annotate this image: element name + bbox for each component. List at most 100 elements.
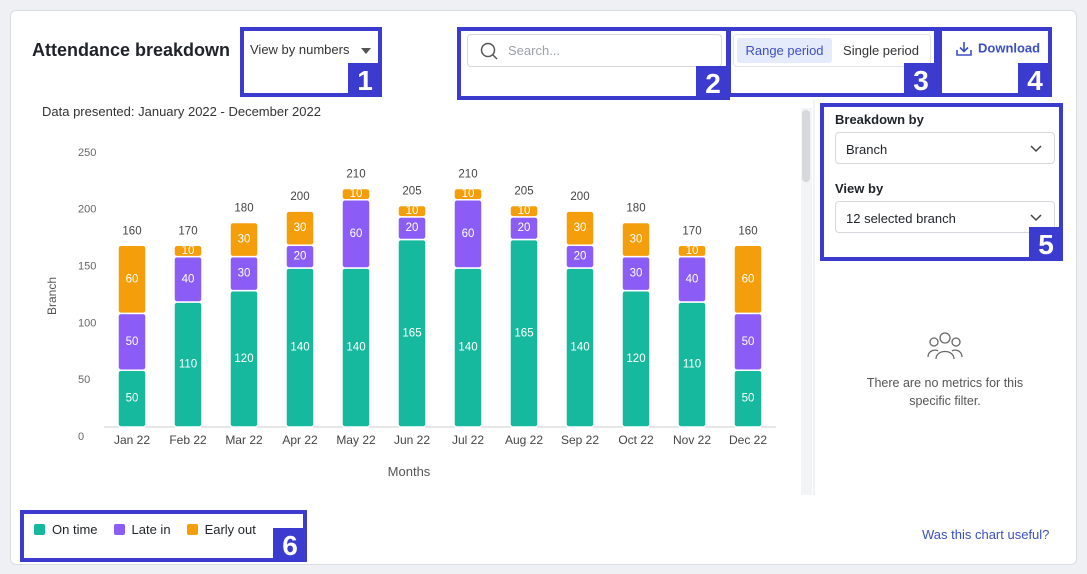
tab-single[interactable]: Single period bbox=[843, 43, 919, 58]
bar-segment bbox=[173, 244, 203, 258]
segment-label: 30 bbox=[574, 222, 587, 234]
segment-label: 140 bbox=[458, 342, 477, 354]
caret bbox=[361, 47, 372, 54]
x-tick-label: Aug 22 bbox=[505, 433, 543, 447]
segment-label: 30 bbox=[238, 268, 251, 280]
segment-label: 30 bbox=[630, 268, 643, 280]
callout-number: 4 bbox=[1018, 63, 1052, 97]
chevron bbox=[1030, 214, 1042, 222]
bar-segment bbox=[621, 221, 651, 258]
segment-label: 140 bbox=[570, 342, 589, 354]
total-label: 205 bbox=[514, 186, 533, 198]
chevron bbox=[1030, 145, 1042, 153]
period-tabs: Range period Single period bbox=[733, 34, 931, 67]
segment-label: 140 bbox=[290, 342, 309, 354]
breakdown-dropdown[interactable]: Branch bbox=[835, 132, 1055, 164]
total-label: 210 bbox=[458, 168, 477, 180]
segment-label: 20 bbox=[294, 251, 307, 263]
total-label: 180 bbox=[626, 203, 645, 215]
callout-box: 2 bbox=[457, 27, 730, 100]
y-tick-label: 200 bbox=[78, 204, 96, 216]
x-tick-label: Oct 22 bbox=[618, 433, 654, 447]
x-tick-label: Nov 22 bbox=[673, 433, 711, 447]
segment-label: 10 bbox=[182, 245, 195, 257]
bar-segment bbox=[733, 244, 763, 315]
total-label: 160 bbox=[122, 225, 141, 237]
segment-label: 10 bbox=[406, 205, 419, 217]
view-select-text: View by numbers bbox=[250, 42, 350, 57]
breakdown-label: Breakdown by bbox=[835, 112, 924, 127]
segment-label: 165 bbox=[514, 327, 533, 339]
bar-segment bbox=[565, 210, 595, 246]
segment-label: 10 bbox=[686, 245, 699, 257]
segment-label: 50 bbox=[742, 393, 755, 405]
segment-label: 120 bbox=[234, 353, 253, 365]
x-axis-label: Months bbox=[388, 464, 431, 479]
breakdown-value: Branch bbox=[846, 142, 888, 157]
segment-label: 140 bbox=[346, 342, 365, 354]
x-tick-label: Dec 22 bbox=[729, 433, 767, 447]
segment-label: 10 bbox=[350, 188, 363, 200]
segment-label: 50 bbox=[126, 336, 139, 348]
download-button[interactable]: Download bbox=[955, 40, 1040, 58]
bar-segment bbox=[509, 204, 539, 218]
segment-label: 60 bbox=[126, 273, 139, 285]
legend-text: Early out bbox=[204, 522, 256, 537]
x-tick-label: Feb 22 bbox=[169, 433, 207, 447]
view-value: 12 selected branch bbox=[846, 211, 956, 226]
callout-number: 1 bbox=[348, 63, 382, 97]
feedback-link[interactable]: Was this chart useful? bbox=[922, 527, 1050, 542]
callout-box: 3 bbox=[727, 27, 938, 97]
download-icon bbox=[956, 42, 972, 56]
callout-number: 3 bbox=[904, 63, 938, 97]
x-tick-label: May 22 bbox=[336, 433, 376, 447]
x-tick-label: Apr 22 bbox=[282, 433, 318, 447]
x-tick-label: Jun 22 bbox=[394, 433, 430, 447]
y-tick-label: 100 bbox=[78, 317, 96, 329]
total-label: 180 bbox=[234, 203, 253, 215]
segment-label: 30 bbox=[238, 234, 251, 246]
segment-label: 40 bbox=[182, 273, 195, 285]
callout-box: 6 bbox=[20, 510, 307, 562]
segment-label: 20 bbox=[574, 251, 587, 263]
search-input[interactable]: Search... bbox=[467, 34, 722, 67]
y-tick-label: 250 bbox=[78, 147, 96, 159]
legend-item: Early out bbox=[186, 522, 256, 537]
bar-segment bbox=[229, 221, 259, 258]
view-select[interactable]: View by numbers bbox=[250, 42, 372, 57]
legend-text: Late in bbox=[131, 522, 171, 537]
segment-label: 120 bbox=[626, 353, 645, 365]
title: Attendance breakdown bbox=[32, 40, 231, 60]
legend-swatch bbox=[34, 524, 45, 535]
scrollbar[interactable] bbox=[802, 110, 810, 182]
view-label: View by bbox=[835, 181, 884, 196]
bar-segment bbox=[397, 204, 427, 218]
total-label: 160 bbox=[738, 225, 757, 237]
bar-segment bbox=[677, 244, 707, 258]
callout-box: 5 bbox=[820, 103, 1063, 261]
x-tick-label: Jan 22 bbox=[114, 433, 150, 447]
legend-item: Late in bbox=[113, 522, 171, 537]
callout-box: 1 bbox=[240, 27, 382, 97]
segment-label: 10 bbox=[518, 205, 531, 217]
y-axis-label: Branch bbox=[45, 277, 59, 315]
segment-label: 50 bbox=[742, 336, 755, 348]
people-icon bbox=[927, 332, 963, 360]
scroll-track bbox=[801, 108, 812, 495]
segment-label: 110 bbox=[683, 359, 701, 371]
view-dropdown[interactable]: 12 selected branch bbox=[835, 201, 1055, 233]
segment-label: 50 bbox=[126, 393, 139, 405]
tab-range[interactable]: Range period bbox=[737, 38, 832, 63]
segment-label: 20 bbox=[406, 222, 419, 234]
search-placeholder: Search... bbox=[508, 43, 561, 58]
callout-number: 5 bbox=[1029, 227, 1063, 261]
total-label: 205 bbox=[402, 186, 421, 198]
legend: On time Late in Early out bbox=[34, 522, 256, 537]
total-label: 200 bbox=[570, 191, 589, 203]
legend-swatch bbox=[186, 524, 198, 535]
y-tick-label: 0 bbox=[78, 431, 84, 443]
legend-item: On time bbox=[34, 522, 98, 537]
y-tick-label: 50 bbox=[78, 374, 90, 386]
